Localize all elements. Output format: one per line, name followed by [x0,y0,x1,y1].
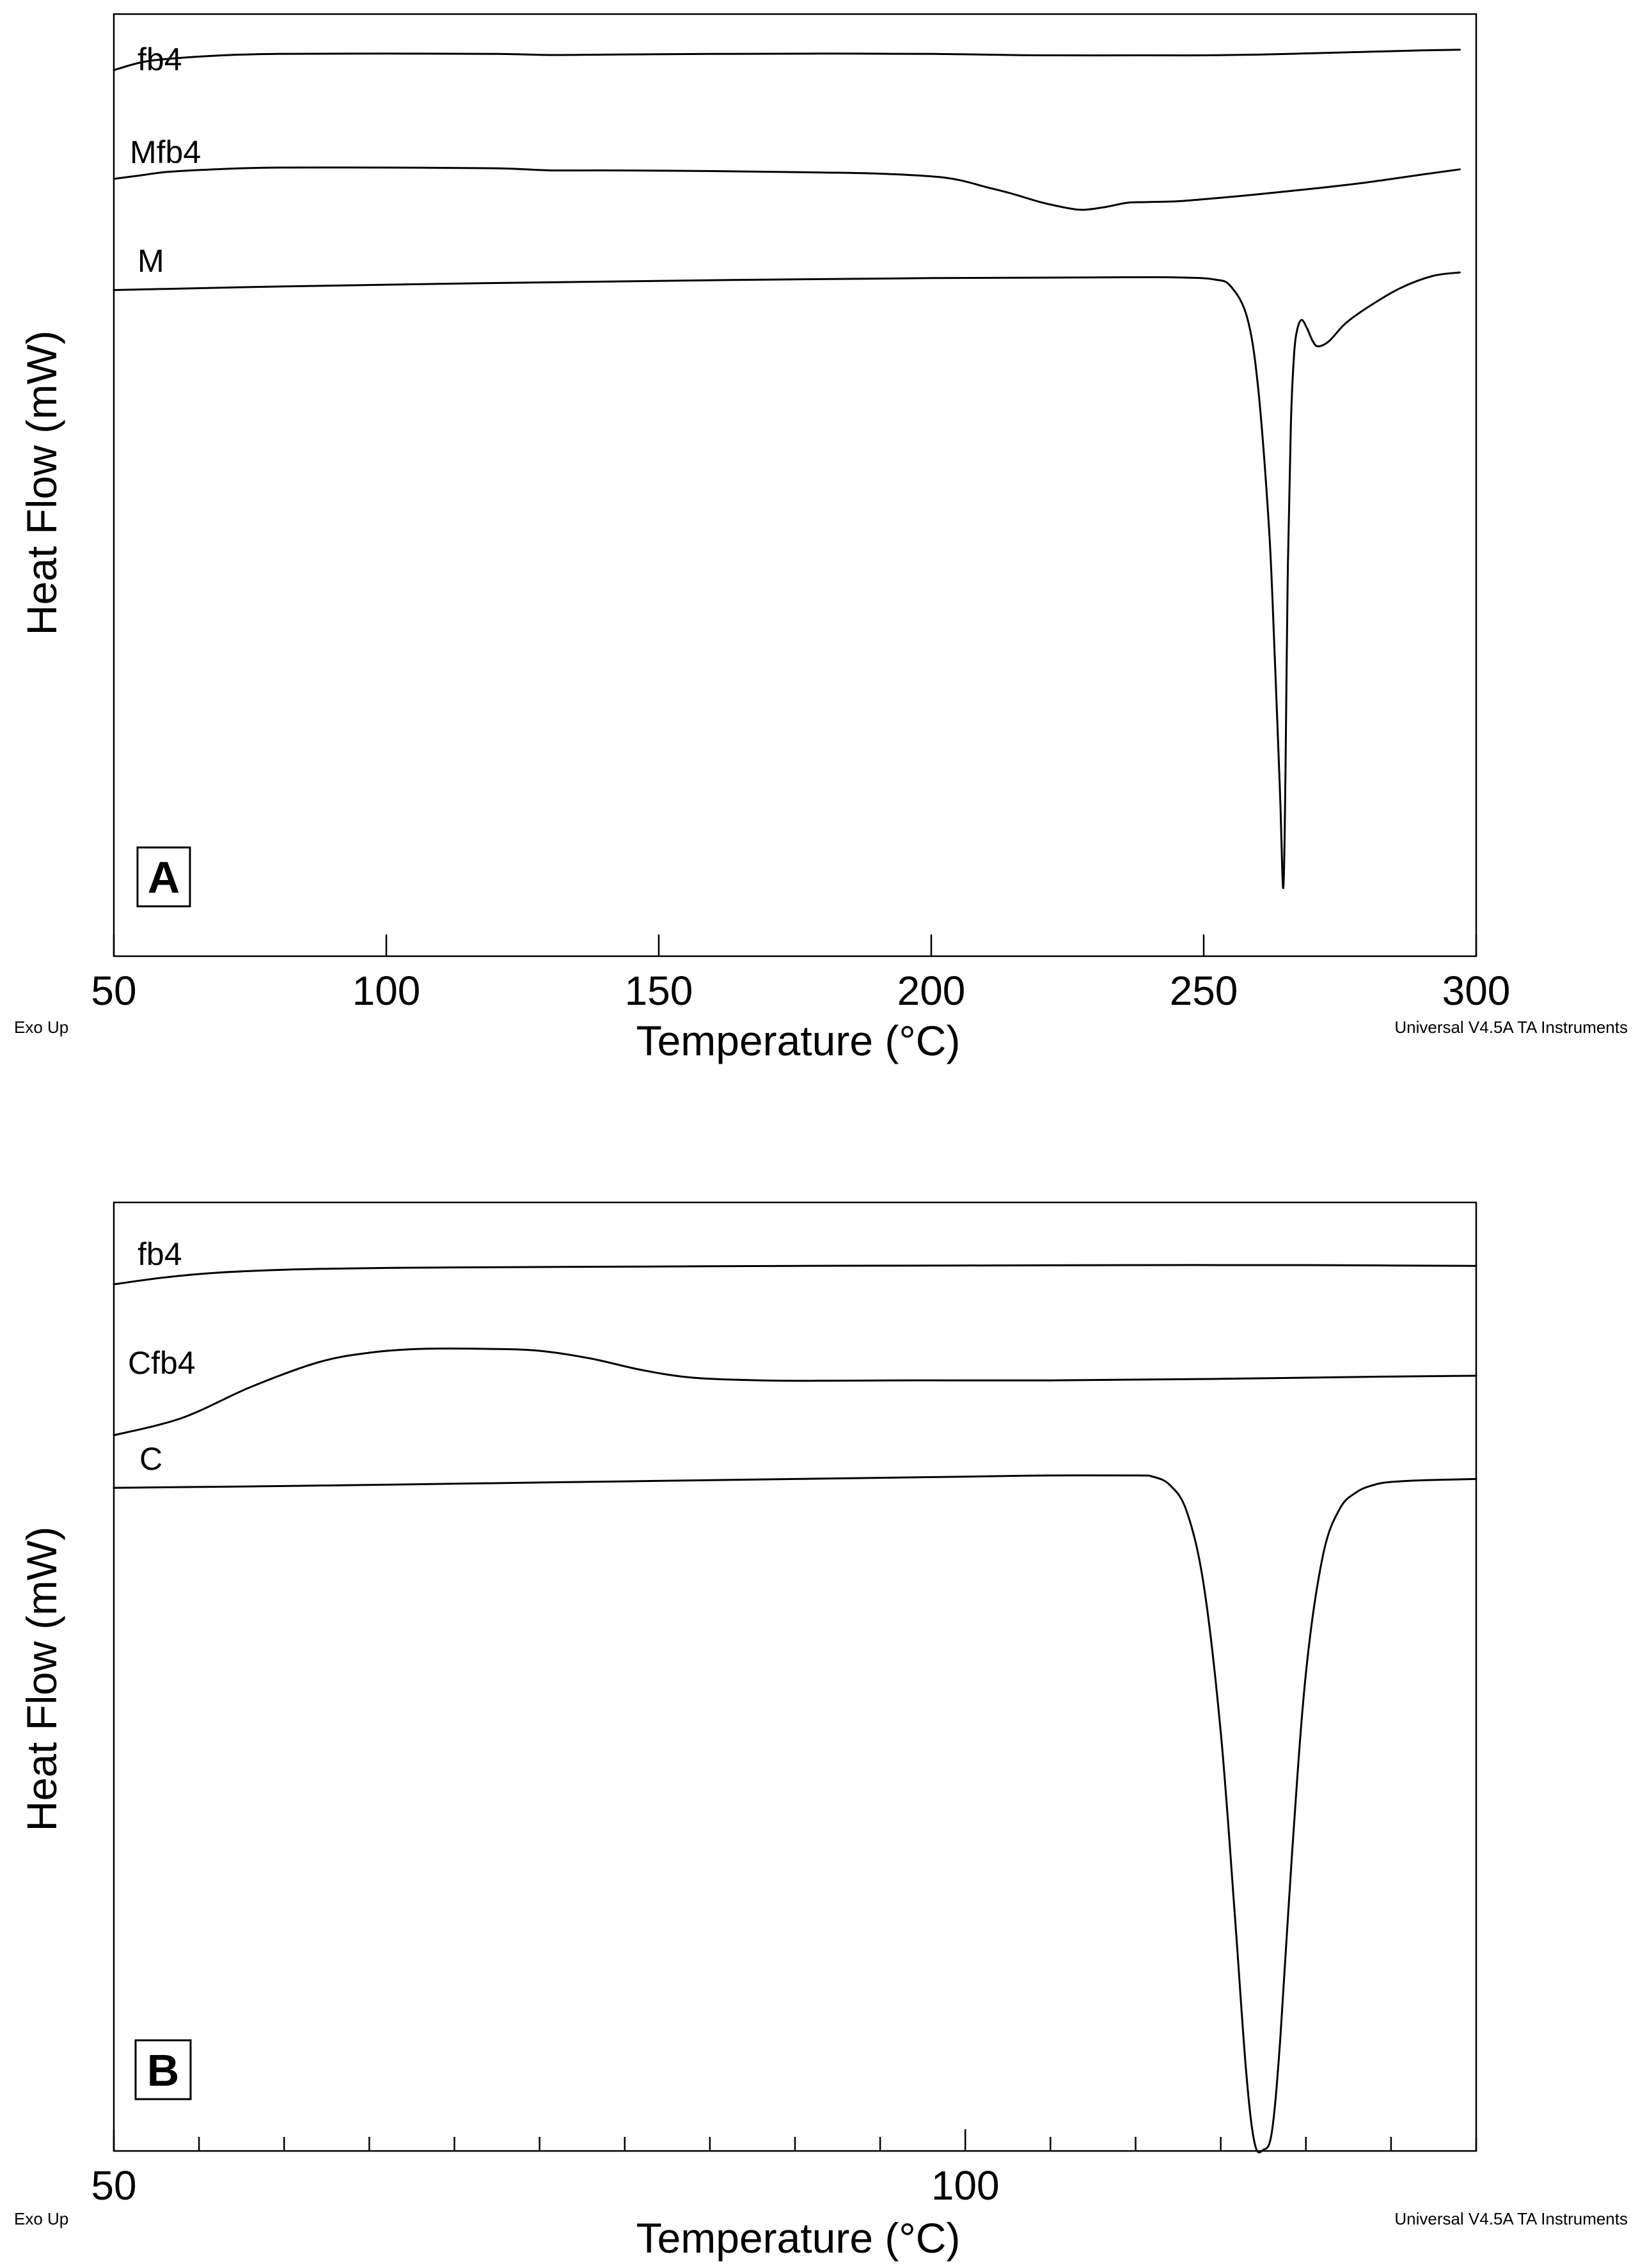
x-axis-label-b: Temperature (°C) [636,2214,961,2262]
trace-fb4 [113,49,1461,72]
x-tick-label: 200 [897,968,966,1014]
x-axis-label-a: Temperature (°C) [636,1017,961,1064]
traces-a [113,49,1461,890]
trace-fb4 [113,1264,1477,1286]
series-label-fb4-a: fb4 [138,42,182,77]
x-tick-label: 250 [1170,968,1238,1014]
series-label-mfb4-a: Mfb4 [130,134,201,170]
tick-labels-a: 50 100 150 200 250 300 [91,968,1510,1014]
trace-m [113,271,1461,890]
plot-frame-b [113,1201,1477,2152]
panel-b: 50 100 fb4 Cfb4 C B Heat Flow (mW) Temper… [14,1201,1628,2262]
panel-a-box [136,846,191,908]
footer-instrument-b: Universal V4.5A TA Instruments [1394,2209,1628,2228]
footer-exo-up-b: Exo Up [14,2209,68,2228]
x-tick-label: 300 [1442,968,1511,1014]
panel-b-label: B [147,2045,180,2095]
series-label-c-b: C [139,1441,162,1477]
trace-mfb4 [113,166,1461,211]
plot-frame-a [113,13,1477,957]
x-tick-label: 100 [931,2162,1000,2209]
footer-instrument-a: Universal V4.5A TA Instruments [1394,1018,1628,1037]
y-axis-label-b: Heat Flow (mW) [18,1527,65,1832]
series-label-cfb4-b: Cfb4 [128,1345,196,1381]
series-label-fb4-b: fb4 [138,1236,182,1272]
tick-labels-b: 50 100 [91,2162,999,2209]
trace-c [113,1474,1477,2154]
panel-b-box [134,2039,192,2100]
major-ticks-a [113,934,1477,956]
traces-b [113,1264,1477,2154]
series-label-m-a: M [138,243,164,279]
x-tick-label: 100 [352,968,421,1014]
x-tick-label: 150 [625,968,693,1014]
panel-a: 50 100 150 200 250 300 fb4 Mfb4 M A Heat Flow… [14,13,1628,1064]
minor-ticks-b [113,2137,1477,2151]
y-axis-label-a: Heat Flow (mW) [18,331,65,636]
x-tick-label: 50 [91,968,136,1014]
x-tick-label: 50 [91,2162,136,2209]
trace-cfb4 [113,1347,1477,1437]
panel-a-label: A [148,853,180,902]
footer-exo-up-a: Exo Up [14,1018,68,1037]
